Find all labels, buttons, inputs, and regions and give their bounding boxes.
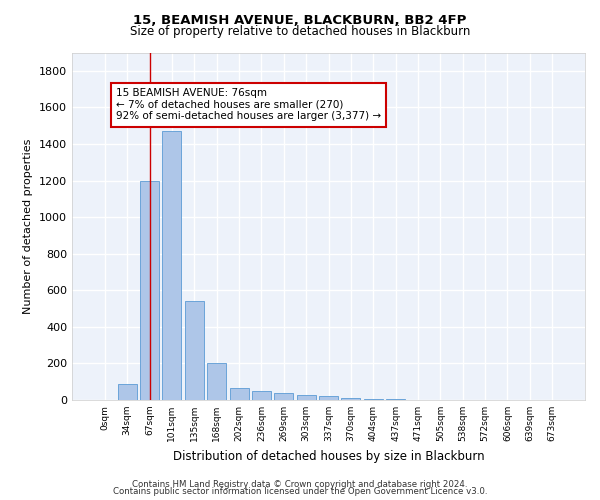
Y-axis label: Number of detached properties: Number of detached properties (23, 138, 34, 314)
Bar (319, 396, 338, 400)
Bar (140, 180, 159, 400)
Bar (230, 388, 248, 400)
Bar (386, 398, 405, 400)
Text: 15 BEAMISH AVENUE: 76sqm
← 7% of detached houses are smaller (270)
92% of semi-d: 15 BEAMISH AVENUE: 76sqm ← 7% of detache… (116, 88, 381, 122)
Text: Contains public sector information licensed under the Open Government Licence v3: Contains public sector information licen… (113, 487, 487, 496)
Bar (364, 399, 383, 400)
Bar (207, 362, 226, 400)
Text: 15, BEAMISH AVENUE, BLACKBURN, BB2 4FP: 15, BEAMISH AVENUE, BLACKBURN, BB2 4FP (133, 14, 467, 27)
Bar (296, 394, 316, 400)
Text: Size of property relative to detached houses in Blackburn: Size of property relative to detached ho… (130, 25, 470, 38)
Bar (185, 301, 204, 400)
Text: Contains HM Land Registry data © Crown copyright and database right 2024.: Contains HM Land Registry data © Crown c… (132, 480, 468, 489)
Bar (274, 392, 293, 400)
Bar (341, 398, 361, 400)
Bar (163, 131, 181, 400)
Bar (118, 384, 137, 400)
Bar (252, 391, 271, 400)
X-axis label: Distribution of detached houses by size in Blackburn: Distribution of detached houses by size … (173, 450, 484, 462)
